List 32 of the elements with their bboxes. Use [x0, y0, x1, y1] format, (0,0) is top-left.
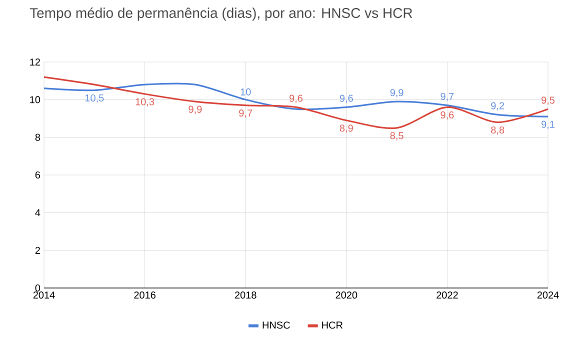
y-tick-label: 10	[30, 96, 40, 104]
data-label: 8,8	[491, 126, 504, 135]
data-label: 9,2	[491, 102, 504, 111]
data-label: 9,7	[440, 92, 454, 102]
data-label: 10	[240, 88, 251, 96]
x-tick-label: 2014	[33, 292, 55, 299]
y-tick-label: 8	[35, 134, 40, 141]
data-label: 9,1	[542, 120, 554, 130]
data-label: 9,9	[390, 89, 404, 98]
data-label: 8,9	[340, 124, 353, 133]
y-tick-label: 0	[35, 284, 40, 292]
y-tick-label: 6	[35, 171, 40, 179]
legend-label: HCR	[322, 322, 343, 329]
data-label: 9,6	[340, 94, 353, 103]
chart-title: Tempo médio de permanência (dias), por ano: HNSC vs HCR	[30, 8, 412, 21]
data-label: 9,7	[239, 110, 252, 118]
x-tick-label: 2020	[336, 292, 358, 299]
data-label: 9,9	[188, 106, 202, 114]
data-label: 10,5	[85, 94, 104, 103]
y-tick-label: 2	[35, 246, 40, 254]
data-label: 9,6	[440, 111, 454, 120]
legend-label: HNSC	[262, 322, 290, 329]
data-label: 9,6	[290, 94, 303, 103]
x-tick-label: 2016	[134, 292, 156, 299]
y-tick-label: 12	[30, 58, 40, 66]
x-tick-label: 2024	[537, 292, 559, 299]
x-tick-label: 2018	[234, 292, 256, 299]
data-label: 10,3	[136, 98, 154, 106]
data-label: 8,5	[390, 132, 404, 140]
y-tick-label: 4	[35, 209, 40, 216]
x-tick-label: 2022	[436, 292, 458, 299]
data-label: 9,5	[542, 96, 555, 105]
